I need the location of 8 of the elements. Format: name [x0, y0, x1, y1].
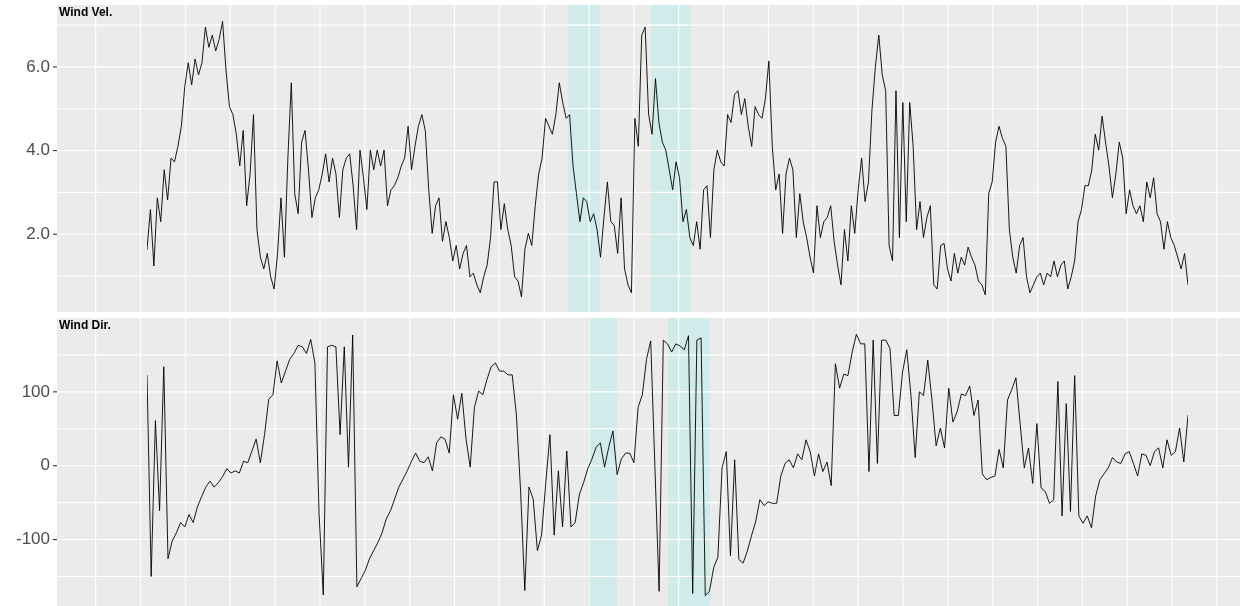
y-tick-label: 6.0 — [26, 56, 50, 76]
y-tick-label: 0 — [40, 455, 50, 475]
y-tick-label: 2.0 — [26, 223, 50, 243]
chart-title: Wind Vel. — [59, 5, 113, 20]
y-tick-label: 100 — [21, 381, 50, 401]
y-tick-label: 4.0 — [26, 140, 50, 160]
y-tick-label: -100 — [15, 529, 50, 549]
chart-title: Wind Dir. — [59, 318, 111, 333]
